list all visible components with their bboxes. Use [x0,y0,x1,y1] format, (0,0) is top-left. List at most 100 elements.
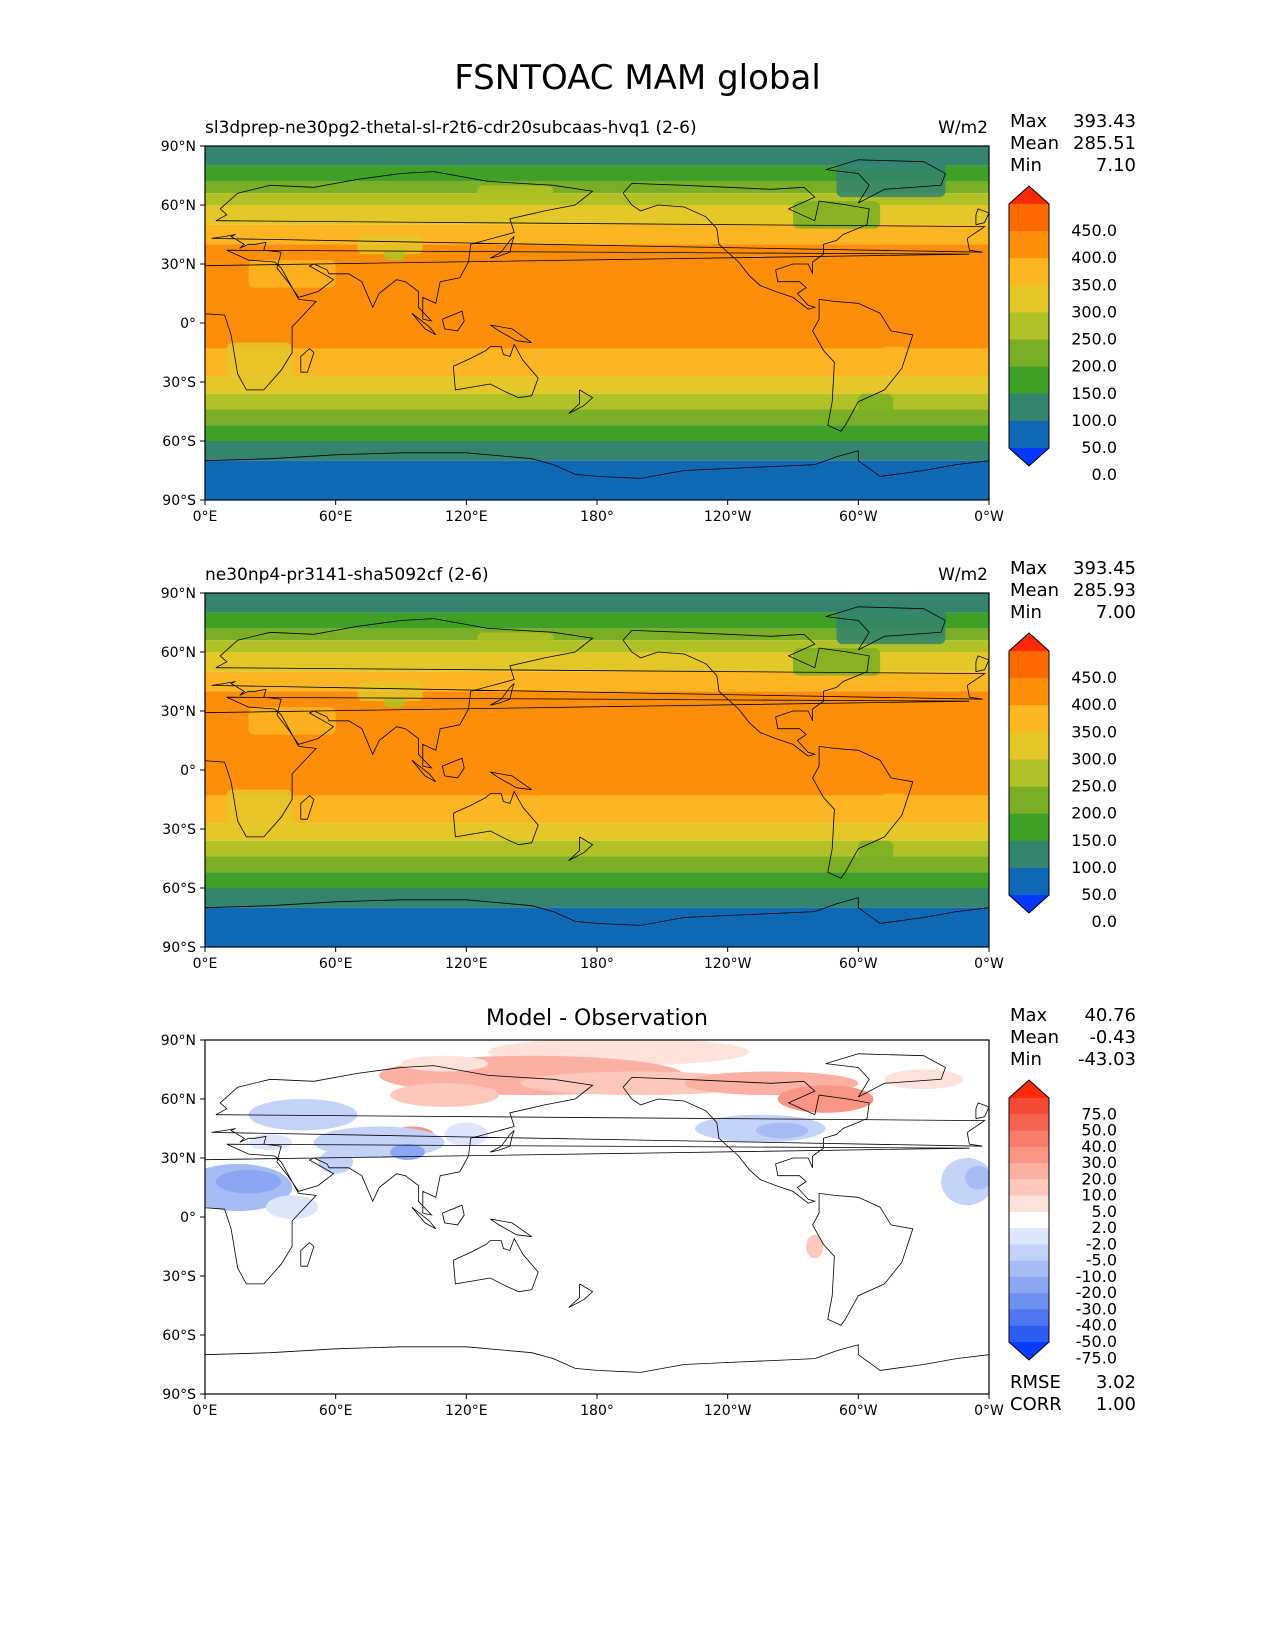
panel2-title: ne30np4-pr3141-sha5092cf (2-6) [205,565,489,585]
lat-tick-label: 60°N [161,645,196,661]
stat-value: 3.02 [1095,1372,1136,1393]
colorbar-segment [1009,1146,1049,1164]
lon-tick-label: 60°W [839,509,878,525]
colorbar-tick-label: -10.0 [1076,1267,1117,1286]
lat-tick-label: 90°N [161,139,196,155]
diff-anomaly [965,1165,989,1190]
lat-tick-label: 90°S [162,493,196,509]
stat-label: Max [1010,1005,1048,1026]
lon-tick-label: 120°W [704,956,752,972]
lat-tick-label: 30°N [161,257,196,273]
colorbar-tick-label: 0.0 [1092,912,1117,931]
zonal-band [205,823,989,841]
land-anomaly [383,250,406,261]
colorbar-extension-max [1009,1080,1049,1098]
diff-anomaly [390,1144,425,1160]
lon-tick-label: 60°E [319,956,353,972]
panel1-stats: Max 393.43 Mean 285.51 Min 7.10 [1010,111,1136,177]
lat-tick-label: 30°S [162,375,196,391]
colorbar-segment [1009,285,1049,313]
lon-tick-label: 0°W [974,1403,1004,1419]
colorbar-tick-label: 250.0 [1071,330,1117,349]
colorbar-segment [1009,759,1049,788]
colorbar-segment [1009,678,1049,706]
lon-tick-label: 0°W [974,956,1004,972]
zonal-band [205,181,989,194]
zonal-band [205,146,989,166]
colorbar-segment [1009,867,1049,896]
colorbar-segment [1009,231,1049,259]
colorbar-tick-label: 20.0 [1081,1169,1117,1188]
colorbar-outline [1008,1079,1050,1361]
zonal-band [205,907,989,947]
panel1-colorbar: 450.0 400.0 350.0 300.0 250.0 200.0 150.0 100.0… [1008,185,1117,484]
stat-label: RMSE [1010,1372,1061,1393]
zonal-band [205,795,989,824]
lat-tick-label: 0° [180,1210,196,1226]
lon-tick-label: 60°W [839,1403,878,1419]
diff-anomaly [444,1122,489,1147]
lat-tick-label: 90°N [161,1033,196,1049]
panel1-field [205,146,989,500]
zonal-band [205,856,989,873]
colorbar-segment [1009,732,1049,760]
colorbar-segment [1009,840,1049,869]
lon-tick-label: 60°W [839,956,878,972]
colorbar-segment [1009,312,1049,341]
stat-label: Mean [1010,580,1060,601]
stat-value: 7.00 [1095,602,1136,623]
stat-value: 40.76 [1084,1005,1136,1026]
stat-value: 393.45 [1073,558,1136,579]
colorbar-segment [1009,1195,1049,1213]
lon-tick-label: 120°E [445,956,488,972]
land-anomaly [858,393,894,422]
zonal-band [205,393,989,410]
colorbar-tick-label: 100.0 [1071,858,1117,877]
colorbar-tick-label: 30.0 [1081,1153,1117,1172]
colorbar-tick-label: 75.0 [1081,1104,1117,1123]
colorbar-tick-label: -5.0 [1086,1251,1117,1270]
colorbar-segment [1009,651,1049,679]
land-anomaly [793,648,881,676]
diff-anomaly [806,1234,824,1259]
land-anomaly [357,681,423,702]
lon-tick-label: 180° [580,956,614,972]
land-anomaly [248,707,336,735]
zonal-band [205,165,989,182]
panel2-units: W/m2 [938,565,988,585]
colorbar-tick-label: 10.0 [1081,1186,1117,1205]
land-anomaly [880,793,907,822]
colorbar-outline [1008,632,1050,914]
lat-tick-label: 60°S [162,1328,196,1344]
colorbar-tick-label: 350.0 [1071,722,1117,741]
zonal-band [205,612,989,629]
lat-tick-label: 0° [180,316,196,332]
colorbar-segment [1009,1276,1049,1294]
lat-tick-label: 30°N [161,704,196,720]
colorbar-segment [1009,1130,1049,1148]
lon-tick-label: 120°E [445,1403,488,1419]
zonal-band [205,193,989,205]
panel3-colorbar: 75.050.040.030.020.010.05.02.0-2.0-5.0-1… [1008,1079,1117,1367]
lat-tick-label: 30°S [162,822,196,838]
map-layer [205,146,989,1394]
stat-label: Max [1010,558,1048,579]
diff-anomaly [777,1085,874,1113]
figure-title: FSNTOAC MAM global [454,58,821,98]
lon-tick-label: 0°E [193,1403,218,1419]
zonal-band [205,441,989,461]
colorbar-tick-label: 40.0 [1081,1137,1117,1156]
lat-tick-label: 60°S [162,434,196,450]
colorbar-extension-max [1009,186,1049,204]
colorbar-extension-min [1009,1342,1049,1360]
colorbar-segment [1009,1325,1049,1343]
colorbar-tick-label: -20.0 [1076,1283,1117,1302]
land-anomaly [357,234,423,255]
frame-layer: 0°E 60°E 120°E 180° 120°W 60°W 0°W 90°N 60°N 30°N… [161,139,1004,1419]
land-anomaly [880,346,907,375]
colorbar-extension-min [1009,895,1049,913]
diff-anomaly [401,1055,489,1072]
colorbar-layer: 450.0 400.0 350.0 300.0 250.0 200.0 150.0 100.0… [1008,185,1117,1367]
colorbar-segment [1009,420,1049,449]
